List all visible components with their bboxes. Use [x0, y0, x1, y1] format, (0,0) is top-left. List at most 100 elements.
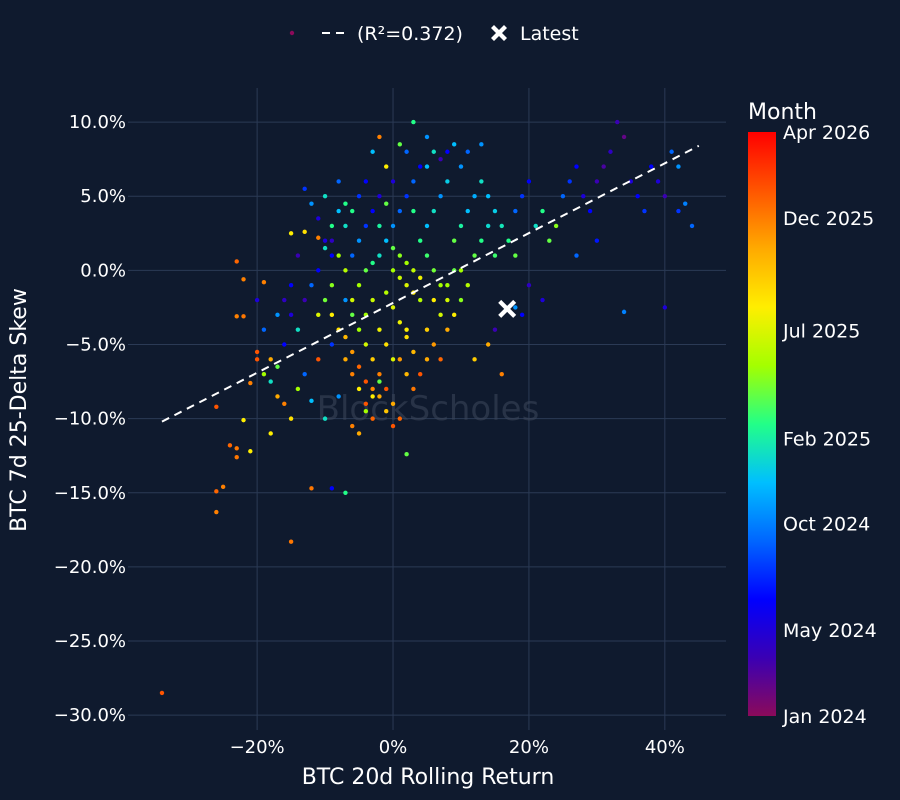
scatter-point: [329, 253, 335, 258]
scatter-point: [377, 253, 382, 258]
legend-marker-icon: [289, 30, 295, 36]
scatter-point: [336, 253, 341, 258]
scatter-point: [655, 179, 661, 184]
scatter-point: [451, 312, 457, 318]
scatter-point: [309, 486, 314, 491]
scatter-point: [662, 305, 668, 310]
scatter-point: [431, 268, 436, 273]
scatter-point: [628, 179, 634, 184]
scatter-point: [343, 334, 348, 340]
scatter-point: [424, 134, 430, 140]
scatter-point: [479, 142, 484, 147]
scatter-point: [384, 409, 389, 414]
scatter-point: [513, 305, 518, 310]
scatter-point: [336, 394, 341, 399]
scatter-point: [159, 690, 165, 696]
scatter-point: [302, 297, 307, 303]
scatter-point: [370, 357, 375, 362]
scatter-point: [553, 223, 559, 229]
regression-line: [161, 144, 700, 423]
scatter-point: [397, 208, 403, 214]
scatter-point: [356, 431, 362, 436]
scatter-point: [275, 394, 280, 399]
scatter-point: [316, 216, 321, 221]
scatter-point: [377, 134, 382, 140]
scatter-point: [288, 231, 294, 236]
scatter-point: [295, 386, 301, 392]
scatter-point: [350, 371, 355, 377]
scatter-point: [472, 194, 477, 199]
scatter-point: [302, 186, 307, 192]
scatter-point: [424, 253, 430, 258]
scatter-point: [384, 238, 389, 243]
scatter-point: [431, 208, 436, 214]
scatter-point: [322, 297, 328, 303]
scatter-point: [370, 297, 375, 303]
scatter-point: [302, 229, 307, 235]
scatter-point: [214, 509, 219, 515]
scatter-point: [343, 223, 348, 229]
scatter-point: [377, 194, 382, 199]
scatter-point: [261, 327, 267, 332]
scatter-point: [234, 259, 239, 264]
scatter-point: [451, 238, 457, 243]
scatter-point: [241, 277, 246, 282]
latest-cross-icon: [498, 299, 517, 318]
scatter-point: [356, 282, 362, 288]
scatter-point: [329, 238, 335, 243]
scatter-point: [275, 364, 280, 369]
scatter-point: [492, 208, 498, 214]
scatter-point: [411, 386, 416, 392]
scatter-point: [465, 149, 470, 154]
scatter-point: [431, 342, 436, 347]
scatter-point: [526, 282, 532, 288]
scatter-point: [540, 297, 545, 303]
scatter-point: [635, 194, 640, 199]
scatter-point: [268, 357, 273, 362]
scatter-point: [214, 489, 219, 494]
y-tick-label: 10.0%: [69, 112, 126, 133]
scatter-point: [526, 179, 532, 184]
y-tick-label: −5.0%: [65, 335, 126, 356]
grid-lines: [128, 88, 726, 730]
scatter-point: [322, 416, 328, 421]
scatter-point: [397, 320, 403, 325]
scatter-point: [384, 342, 389, 347]
scatter-point: [248, 449, 253, 454]
scatter-point: [343, 297, 348, 303]
scatter-point: [485, 342, 491, 347]
scatter-point: [370, 416, 375, 421]
scatter-point: [438, 357, 443, 362]
scatter-point: [288, 539, 294, 544]
colorbar-tick-label: Jul 2025: [782, 321, 860, 343]
y-tick-label: 5.0%: [80, 186, 126, 207]
scatter-point: [676, 164, 681, 169]
scatter-point: [445, 297, 450, 303]
colorbar: [748, 132, 776, 716]
scatter-point: [316, 357, 321, 362]
scatter-point: [350, 349, 355, 355]
scatter-point: [370, 260, 375, 266]
scatter-point: [384, 164, 389, 169]
scatter-point: [309, 201, 314, 206]
scatter-point: [350, 208, 355, 214]
scatter-point: [574, 253, 579, 258]
scatter-point: [547, 238, 552, 243]
scatter-point: [676, 208, 681, 214]
scatter-point: [377, 371, 382, 377]
legend-r2-label: (R²=0.372): [357, 23, 463, 45]
scatter-point: [472, 357, 477, 362]
scatter-point: [384, 386, 389, 392]
scatter-point: [479, 238, 484, 243]
scatter-point: [356, 364, 362, 369]
scatter-point: [649, 164, 654, 169]
scatter-point: [377, 379, 382, 384]
scatter-point: [261, 371, 267, 377]
colorbar-tick-label: Oct 2024: [783, 513, 870, 535]
scatter-point: [404, 452, 409, 457]
scatter-point: [248, 380, 253, 386]
scatter-point: [669, 149, 674, 154]
scatter-point: [302, 371, 307, 377]
legend: (R²=0.372) Latest: [289, 23, 579, 45]
scatter-point: [404, 194, 409, 199]
